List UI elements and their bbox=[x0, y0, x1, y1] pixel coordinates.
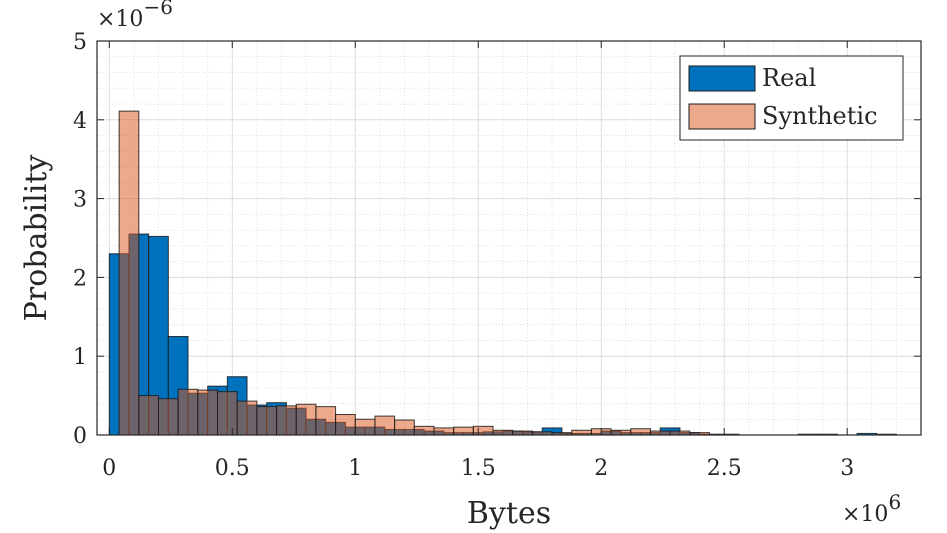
legend: Real Synthetic bbox=[679, 55, 904, 141]
synthetic-bar-6 bbox=[236, 400, 258, 436]
x-tick-label: 2.5 bbox=[707, 456, 742, 481]
synthetic-bar-12 bbox=[354, 418, 376, 436]
synthetic-bar-3 bbox=[177, 388, 199, 436]
synthetic-bar-11 bbox=[335, 414, 356, 436]
synthetic-bar-10 bbox=[315, 406, 337, 436]
synthetic-bar-14 bbox=[394, 419, 415, 436]
y-tick-label: 3 bbox=[73, 188, 87, 213]
synthetic-bar-0 bbox=[118, 110, 140, 436]
x-tick-label: 1 bbox=[348, 456, 362, 481]
synthetic-bar-13 bbox=[374, 415, 396, 436]
x-tick-label: 0 bbox=[102, 456, 116, 481]
x-tick-label: 2 bbox=[594, 456, 608, 481]
y-axis-title: Probability bbox=[19, 155, 54, 322]
synthetic-bar-8 bbox=[276, 405, 297, 436]
synthetic-bar-25 bbox=[610, 429, 632, 436]
synthetic-bar-19 bbox=[492, 429, 514, 436]
synthetic-bar-9 bbox=[295, 403, 317, 436]
synthetic-bar-15 bbox=[413, 425, 435, 436]
plot-frame bbox=[96, 40, 922, 436]
y-tick-label: 1 bbox=[73, 345, 87, 370]
x-tick-label: 0.5 bbox=[215, 456, 250, 481]
synthetic-bar-7 bbox=[256, 406, 278, 436]
x-tick-label: 1.5 bbox=[461, 456, 496, 481]
synthetic-bar-2 bbox=[157, 398, 179, 436]
legend-swatch-real bbox=[688, 65, 756, 92]
axis-ticks bbox=[97, 40, 921, 436]
legend-label-synthetic: Synthetic bbox=[762, 102, 878, 130]
y-tick-labels: 0 1 2 3 4 5 bbox=[73, 30, 87, 449]
synthetic-bar-17 bbox=[453, 426, 474, 436]
synthetic-series-bars bbox=[118, 110, 710, 436]
y-tick-label: 2 bbox=[73, 266, 87, 291]
y-tick-label: 4 bbox=[73, 109, 87, 134]
minor-grid bbox=[97, 41, 922, 435]
x-tick-label: 3 bbox=[840, 456, 854, 481]
synthetic-bar-23 bbox=[571, 429, 592, 436]
y-multiplier: ×10−6 bbox=[97, 0, 173, 32]
x-tick-labels: 0 0.5 1 1.5 2 2.5 3 bbox=[102, 456, 854, 481]
x-multiplier: ×106 bbox=[842, 490, 901, 527]
synthetic-bar-4 bbox=[197, 389, 219, 436]
legend-label-real: Real bbox=[762, 64, 816, 92]
synthetic-bar-26 bbox=[630, 428, 651, 436]
x-axis-title: Bytes bbox=[467, 496, 551, 531]
legend-swatch-synthetic bbox=[688, 103, 756, 130]
synthetic-bar-16 bbox=[433, 427, 455, 436]
y-tick-label: 0 bbox=[73, 424, 87, 449]
synthetic-bar-5 bbox=[217, 391, 238, 436]
synthetic-bar-1 bbox=[138, 395, 159, 436]
y-tick-label: 5 bbox=[73, 30, 87, 55]
synthetic-bar-18 bbox=[472, 425, 494, 436]
